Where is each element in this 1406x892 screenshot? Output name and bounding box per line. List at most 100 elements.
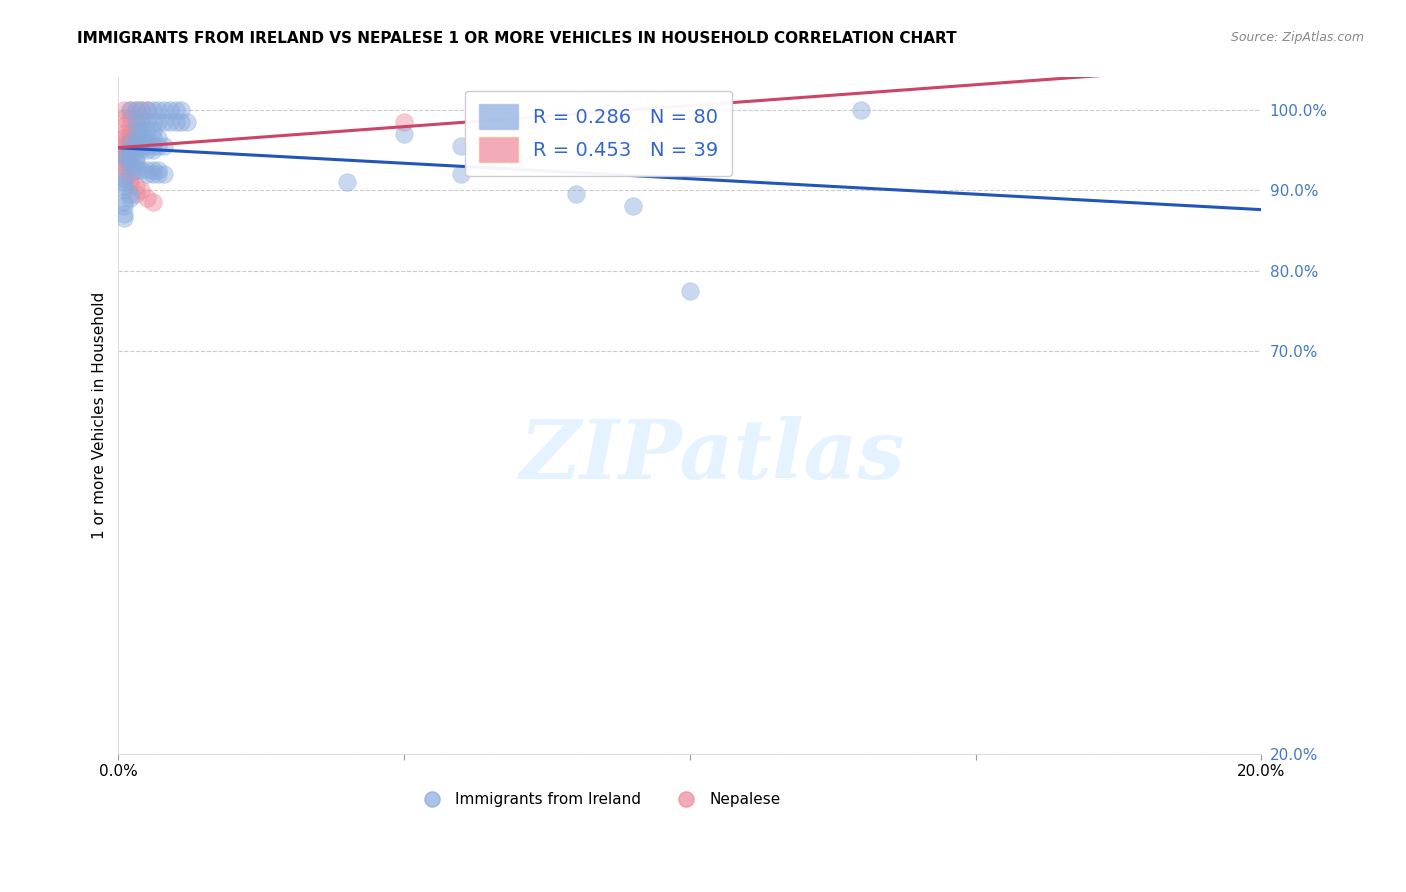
Point (142, 103, 165, 118)
Point (159, 114, 181, 128)
Point (112, 147, 135, 161)
Point (124, 103, 146, 118)
Point (112, 207, 135, 221)
Point (153, 167, 176, 181)
Point (129, 163, 152, 178)
Point (508, 155, 530, 169)
Point (136, 167, 159, 181)
Point (136, 163, 159, 178)
Point (112, 127, 135, 141)
Point (129, 135, 152, 149)
Point (336, 175, 359, 189)
Point (118, 135, 141, 149)
Point (118, 147, 141, 161)
Text: ZIPatlas: ZIPatlas (520, 416, 905, 496)
Point (118, 155, 141, 169)
Text: IMMIGRANTS FROM IRELAND VS NEPALESE 1 OR MORE VEHICLES IN HOUSEHOLD CORRELATION : IMMIGRANTS FROM IRELAND VS NEPALESE 1 OR… (77, 31, 957, 46)
Point (129, 139, 152, 153)
Point (118, 103, 141, 118)
Point (118, 135, 141, 149)
Point (142, 139, 165, 153)
Point (124, 122, 146, 136)
Point (148, 167, 170, 181)
Point (153, 103, 176, 118)
Point (851, 103, 873, 117)
Point (136, 103, 159, 118)
Point (129, 122, 152, 136)
Point (176, 114, 198, 128)
Point (118, 167, 141, 181)
Point (118, 119, 141, 133)
Point (112, 195, 135, 210)
Point (124, 111, 146, 125)
Point (118, 159, 141, 173)
Point (170, 114, 193, 128)
Point (124, 127, 146, 141)
Point (129, 130, 152, 145)
Point (148, 114, 170, 128)
Point (112, 135, 135, 149)
Point (118, 151, 141, 165)
Point (112, 179, 135, 194)
Point (118, 103, 141, 118)
Point (124, 163, 146, 178)
Point (118, 111, 141, 125)
Point (165, 114, 187, 128)
Point (129, 103, 152, 118)
Point (136, 191, 159, 205)
Point (118, 130, 141, 145)
Point (142, 114, 165, 128)
Point (124, 187, 146, 202)
Point (142, 195, 165, 210)
Point (124, 151, 146, 165)
Point (124, 114, 146, 128)
Point (118, 143, 141, 157)
Point (124, 139, 146, 153)
Point (112, 183, 135, 197)
Point (118, 127, 141, 141)
Point (450, 139, 472, 153)
Point (118, 143, 141, 157)
Point (112, 175, 135, 189)
Point (118, 171, 141, 186)
Point (124, 159, 146, 173)
Point (136, 130, 159, 145)
Point (129, 103, 152, 118)
Point (450, 167, 472, 181)
Point (112, 151, 135, 165)
Point (112, 163, 135, 178)
Point (112, 171, 135, 186)
Point (129, 111, 152, 125)
Point (142, 130, 165, 145)
Point (112, 147, 135, 161)
Point (112, 199, 135, 213)
Point (679, 284, 702, 298)
Point (148, 139, 170, 153)
Point (118, 175, 141, 189)
Point (112, 211, 135, 226)
Point (136, 139, 159, 153)
Point (136, 122, 159, 136)
Point (142, 163, 165, 178)
Point (153, 139, 176, 153)
Point (124, 119, 146, 133)
Point (118, 139, 141, 153)
Y-axis label: 1 or more Vehicles in Household: 1 or more Vehicles in Household (93, 292, 107, 539)
Point (564, 187, 586, 202)
Point (136, 114, 159, 128)
Point (621, 199, 644, 213)
Point (112, 119, 135, 133)
Point (112, 103, 135, 118)
Text: Source: ZipAtlas.com: Source: ZipAtlas.com (1230, 31, 1364, 45)
Point (148, 103, 170, 118)
Point (165, 103, 187, 118)
Point (112, 130, 135, 145)
Point (392, 114, 415, 128)
Point (124, 103, 146, 118)
Point (112, 167, 135, 181)
Point (148, 130, 170, 145)
Point (124, 155, 146, 169)
Point (148, 163, 170, 178)
Point (136, 135, 159, 149)
Point (129, 114, 152, 128)
